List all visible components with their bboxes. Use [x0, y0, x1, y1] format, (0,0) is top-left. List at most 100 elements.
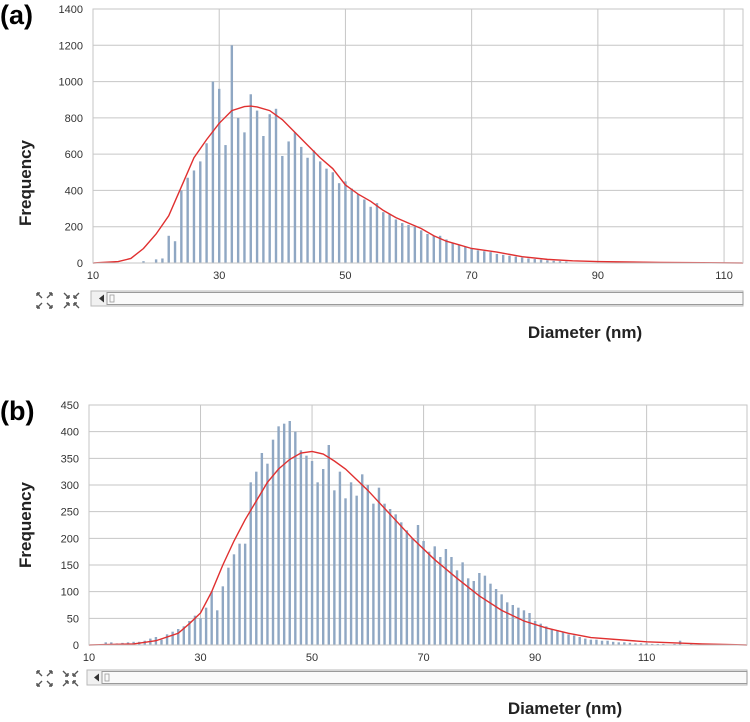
bar — [300, 146, 303, 263]
bar — [426, 233, 429, 263]
bar — [514, 256, 518, 263]
bar — [243, 132, 246, 263]
bar — [293, 132, 297, 263]
bar — [572, 635, 576, 645]
bar — [375, 203, 379, 263]
bar — [182, 626, 185, 645]
bar — [382, 212, 385, 263]
bar — [461, 562, 464, 645]
bar — [565, 261, 568, 263]
bar — [489, 583, 492, 645]
bar — [495, 253, 499, 263]
bar — [388, 509, 392, 645]
bar — [517, 607, 520, 645]
bar — [476, 250, 480, 263]
panel-b-scroll-thumb[interactable] — [101, 671, 748, 684]
x-tick-label: 90 — [529, 652, 541, 664]
bar — [310, 461, 314, 645]
y-tick-label: 800 — [65, 113, 83, 125]
bar — [690, 643, 693, 645]
panel-a-bars — [142, 45, 568, 264]
bar — [249, 482, 252, 645]
bar — [312, 150, 316, 263]
bar — [508, 255, 511, 263]
x-tick-label: 110 — [715, 270, 733, 282]
bar — [142, 261, 145, 263]
bar — [180, 190, 183, 263]
bar — [186, 177, 189, 263]
bar — [349, 482, 353, 645]
bar — [316, 482, 319, 645]
bar — [160, 639, 163, 645]
x-tick-label: 30 — [213, 270, 225, 282]
y-tick-label: 600 — [65, 149, 83, 161]
bar — [173, 241, 177, 263]
bar — [305, 455, 308, 645]
panel-a-scrollbar[interactable] — [90, 290, 744, 307]
panel-a-grid — [92, 8, 743, 264]
bar — [299, 450, 303, 645]
bar — [489, 252, 492, 263]
collapse-icon[interactable] — [63, 292, 80, 309]
bar — [338, 471, 342, 645]
expand-icon[interactable] — [36, 670, 53, 687]
bar — [238, 543, 241, 645]
scroll-left-icon[interactable] — [94, 673, 99, 682]
bar — [656, 643, 659, 645]
bar — [611, 641, 615, 645]
bar — [528, 613, 531, 645]
y-tick-label: 200 — [61, 533, 79, 545]
bar — [483, 575, 487, 645]
collapse-icon[interactable] — [62, 670, 79, 687]
y-tick-label: 1200 — [59, 40, 83, 52]
bar — [377, 487, 381, 645]
y-tick-label: 300 — [61, 480, 79, 492]
panel-b-scrollbar[interactable] — [86, 669, 748, 686]
bar — [617, 642, 620, 645]
bar — [260, 453, 264, 645]
bar — [483, 251, 486, 263]
panel-b-bars — [104, 421, 732, 645]
bar — [211, 81, 215, 263]
bar — [188, 621, 191, 645]
bar — [539, 259, 543, 263]
bar — [366, 485, 370, 645]
bar — [450, 557, 453, 645]
bar — [361, 474, 364, 645]
bar — [427, 551, 431, 645]
bar — [419, 230, 423, 263]
bar — [595, 639, 598, 645]
bar — [522, 610, 526, 645]
bar — [673, 643, 676, 645]
bar — [623, 642, 626, 645]
bar — [589, 639, 593, 645]
bar — [325, 168, 328, 263]
bar — [651, 643, 654, 645]
bar — [494, 589, 498, 645]
x-tick-label: 90 — [592, 270, 604, 282]
bar — [639, 643, 643, 645]
bar — [322, 469, 325, 645]
panel-b-y-ticks: 0 50 100 150 200 250 300 350 400 450 — [61, 400, 79, 652]
bar — [407, 224, 410, 263]
bar — [161, 258, 164, 263]
bar — [218, 88, 221, 263]
y-tick-label: 100 — [61, 587, 79, 599]
y-tick-label: 1000 — [59, 77, 83, 89]
x-tick-label: 50 — [306, 652, 318, 664]
expand-icon[interactable] — [36, 292, 53, 309]
bar — [539, 623, 542, 645]
bar — [192, 170, 196, 263]
bar — [199, 618, 202, 645]
scroll-left-icon[interactable] — [99, 294, 104, 303]
panel-b-fit-curve — [88, 450, 748, 646]
bar — [350, 188, 353, 263]
panel-a-x-ticks: 10 30 50 70 90 110 — [87, 270, 733, 282]
bar — [545, 626, 548, 645]
bar — [533, 259, 536, 263]
bar — [500, 594, 503, 645]
bar — [466, 578, 470, 645]
panel-a-scroll-thumb[interactable] — [106, 292, 744, 305]
x-tick-label: 70 — [417, 652, 429, 664]
